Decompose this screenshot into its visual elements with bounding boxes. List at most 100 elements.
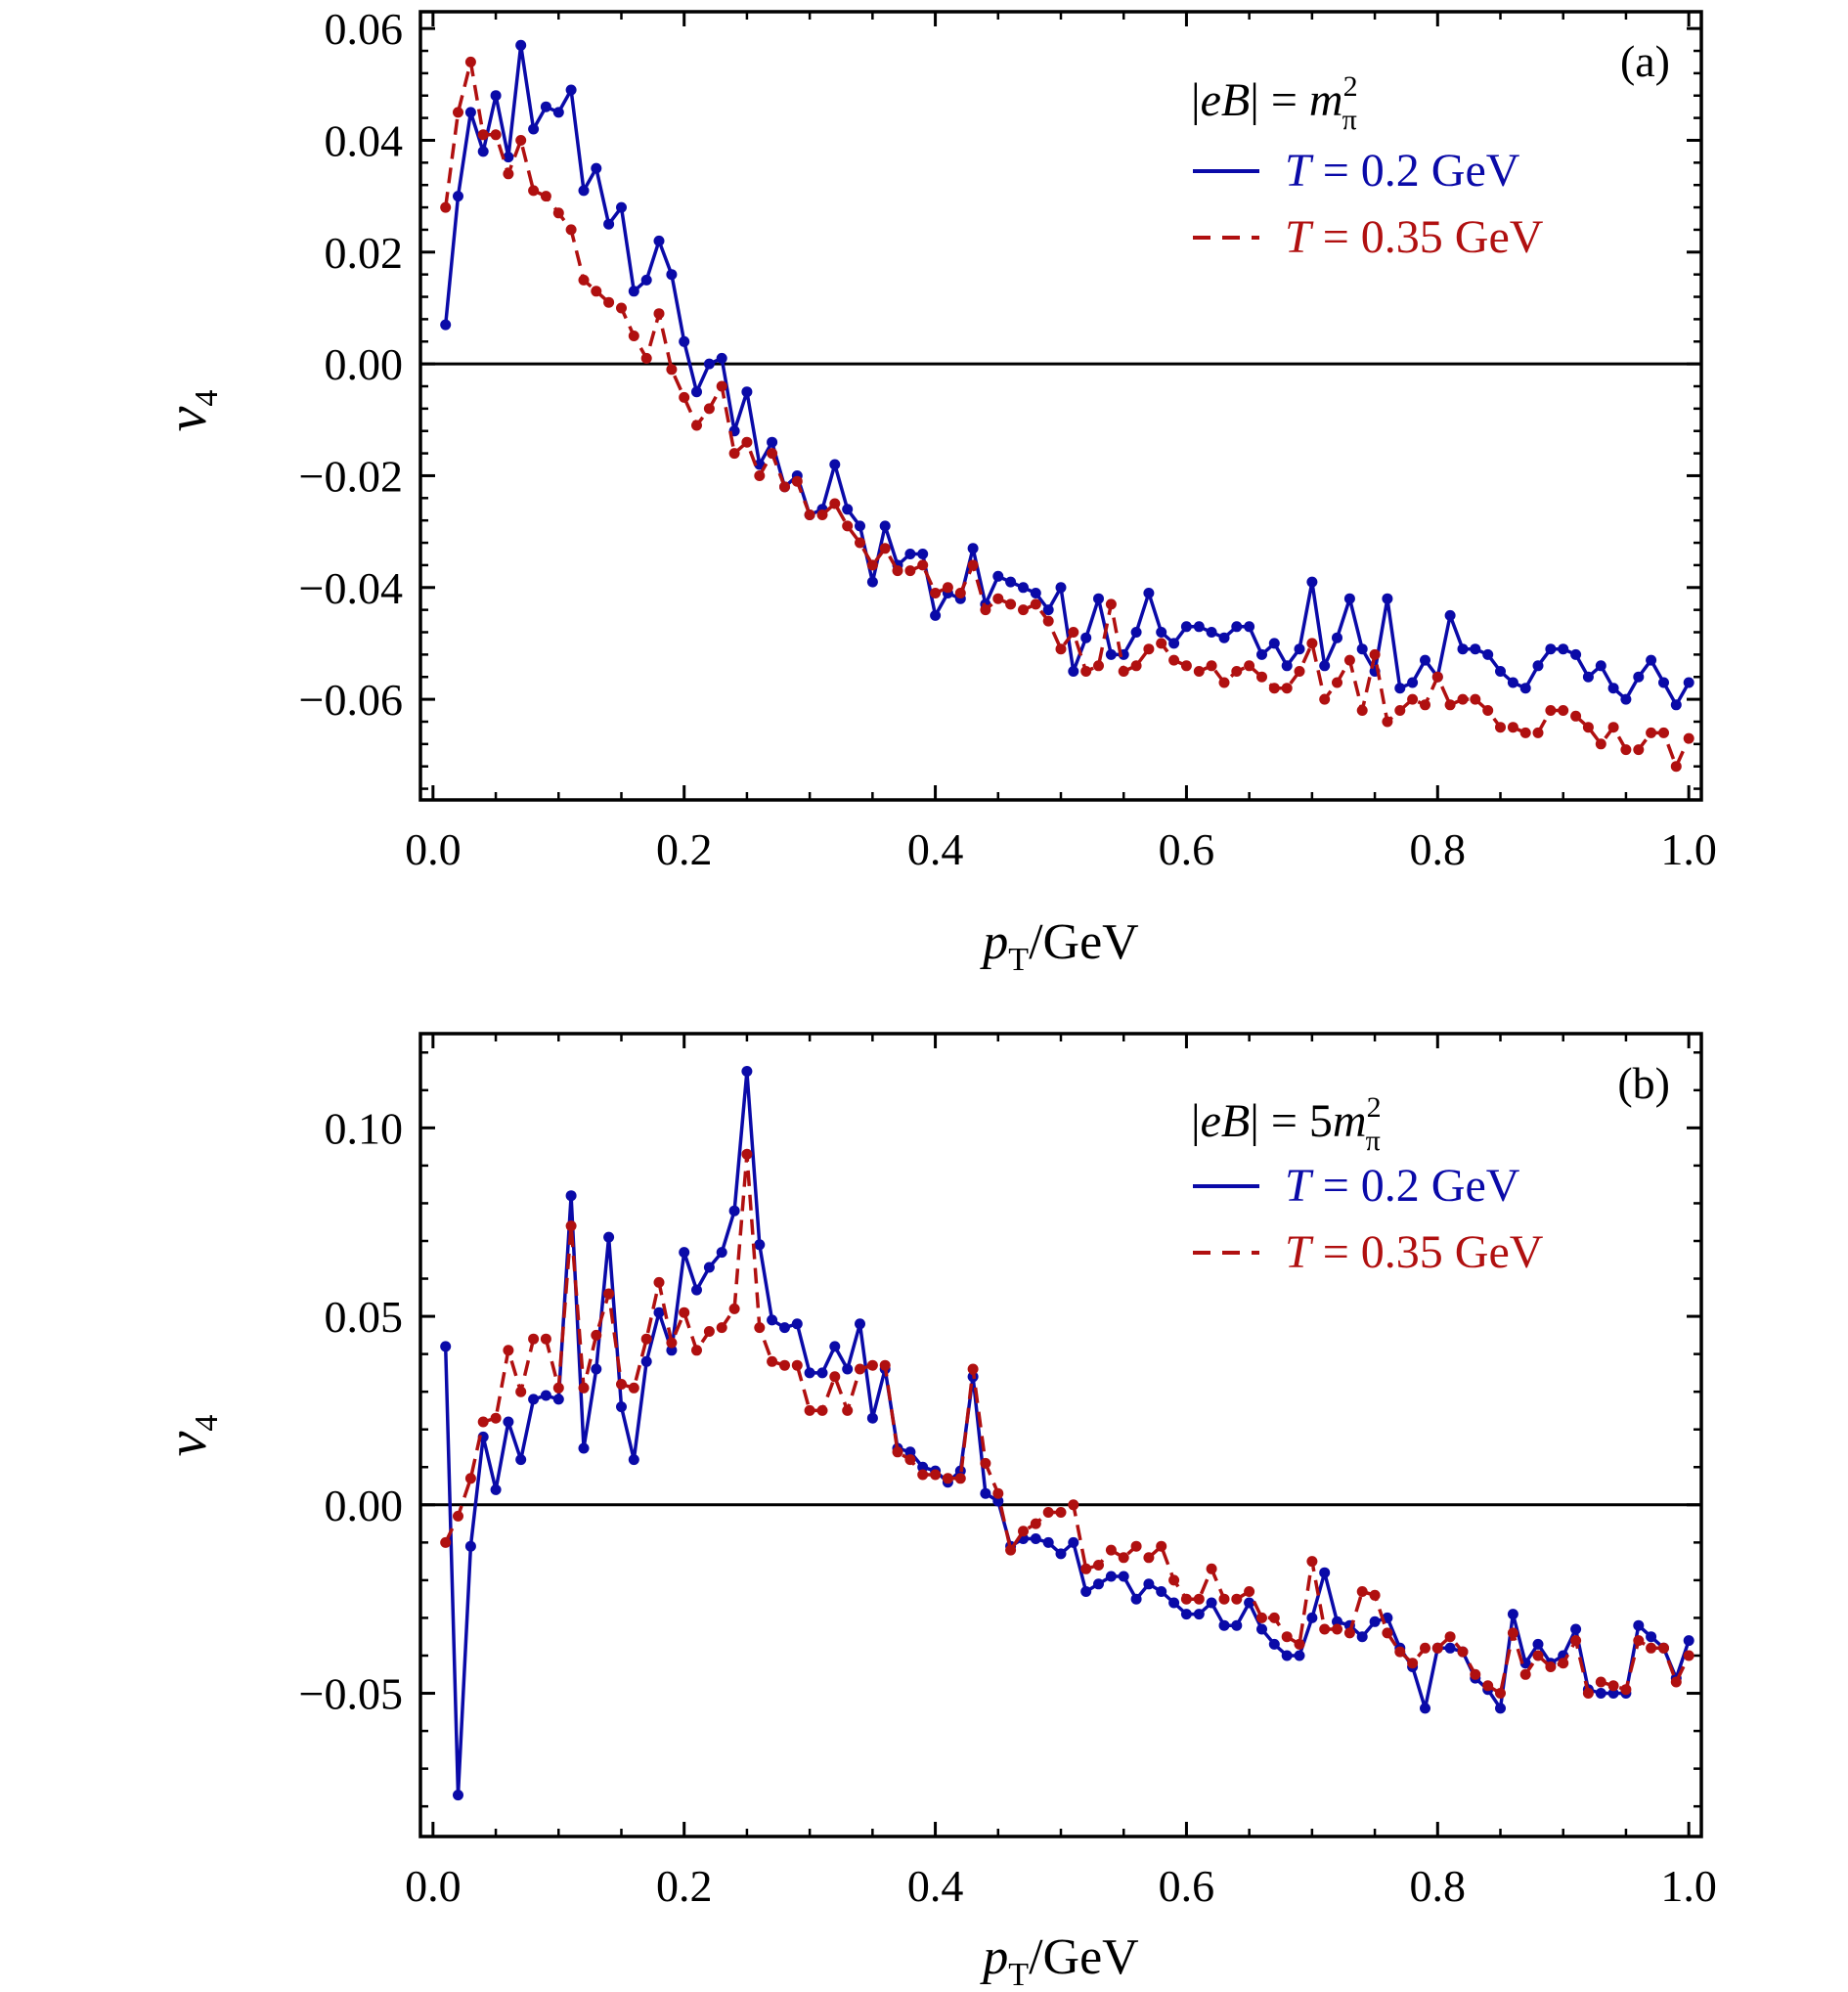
data-point bbox=[503, 1416, 514, 1428]
data-point bbox=[1281, 683, 1293, 694]
data-point bbox=[804, 509, 815, 520]
data-point bbox=[628, 331, 639, 341]
data-point bbox=[1168, 638, 1180, 649]
data-point bbox=[1670, 1676, 1682, 1688]
data-point bbox=[1030, 588, 1041, 598]
y-tick-label: 0.02 bbox=[325, 228, 404, 278]
data-point bbox=[1444, 1642, 1456, 1654]
data-point bbox=[1658, 1642, 1669, 1654]
data-point bbox=[1068, 627, 1079, 638]
data-point bbox=[1620, 744, 1632, 756]
data-point bbox=[917, 549, 929, 559]
data-point bbox=[1470, 693, 1481, 705]
data-point bbox=[1519, 1668, 1531, 1680]
data-point bbox=[1482, 705, 1494, 716]
data-point bbox=[1005, 1544, 1017, 1556]
data-point bbox=[1306, 1556, 1318, 1568]
data-point bbox=[1180, 660, 1192, 672]
data-point bbox=[1369, 648, 1381, 660]
data-point bbox=[464, 1540, 476, 1552]
data-point bbox=[1431, 1642, 1443, 1654]
data-point bbox=[1444, 1631, 1456, 1643]
data-point bbox=[1306, 1612, 1318, 1623]
data-point bbox=[1407, 1658, 1419, 1669]
data-point bbox=[816, 1367, 828, 1379]
data-point bbox=[515, 39, 527, 51]
data-point bbox=[1570, 1623, 1582, 1635]
data-point bbox=[1042, 604, 1054, 616]
data-point bbox=[453, 1790, 463, 1801]
data-point bbox=[942, 582, 953, 594]
data-point bbox=[716, 380, 727, 392]
data-point bbox=[1332, 677, 1342, 688]
data-point bbox=[791, 1318, 803, 1330]
data-point bbox=[640, 274, 652, 286]
data-point bbox=[1030, 598, 1041, 610]
data-point bbox=[728, 1205, 740, 1217]
data-point bbox=[1343, 1627, 1355, 1639]
x-tick-label: 0.4 bbox=[907, 824, 964, 874]
data-point bbox=[1420, 1703, 1430, 1714]
data-point bbox=[1256, 648, 1267, 660]
data-point bbox=[1218, 677, 1230, 688]
data-point bbox=[842, 1404, 854, 1416]
y-axis-title-main: v bbox=[154, 406, 218, 431]
data-point bbox=[691, 1284, 702, 1296]
data-point bbox=[1018, 1526, 1029, 1537]
panel-a: 0.0 0.2 0.4 0.6 0.8 1.0 0.06 0.04 0.02 0.00 −0.02 −… bbox=[154, 4, 1717, 978]
data-point bbox=[866, 576, 878, 588]
data-point bbox=[515, 135, 527, 146]
data-point bbox=[980, 1487, 991, 1499]
data-point bbox=[791, 475, 803, 487]
data-point bbox=[1042, 1507, 1054, 1518]
data-point bbox=[515, 1386, 527, 1397]
data-point bbox=[1294, 1650, 1305, 1661]
data-point bbox=[552, 207, 564, 219]
data-point bbox=[1005, 576, 1017, 588]
data-point bbox=[855, 1318, 865, 1330]
data-point bbox=[767, 436, 778, 448]
data-point bbox=[565, 224, 577, 236]
data-point bbox=[1495, 1703, 1506, 1714]
data-point bbox=[829, 1371, 841, 1383]
annotation-sub: π bbox=[1366, 1125, 1381, 1157]
data-point bbox=[1256, 671, 1267, 683]
data-point bbox=[628, 1454, 639, 1466]
x-axis-title-sub: T bbox=[1008, 1957, 1029, 1992]
data-point bbox=[842, 520, 854, 532]
data-point bbox=[1356, 1631, 1368, 1643]
data-point bbox=[1281, 660, 1293, 672]
data-point bbox=[464, 107, 476, 118]
annotation-rest: | = 5 bbox=[1250, 1095, 1333, 1147]
data-point bbox=[440, 319, 452, 331]
data-point bbox=[591, 1363, 602, 1375]
data-point bbox=[552, 107, 564, 118]
y-tick-label: −0.06 bbox=[299, 675, 403, 725]
data-point bbox=[917, 1469, 929, 1481]
data-point bbox=[1206, 627, 1217, 638]
data-point bbox=[565, 1190, 577, 1202]
data-point bbox=[855, 537, 865, 549]
data-point bbox=[1206, 1563, 1217, 1574]
data-point bbox=[703, 403, 715, 415]
data-point bbox=[1268, 638, 1280, 649]
data-point bbox=[741, 386, 753, 398]
data-point bbox=[640, 1355, 652, 1367]
data-point bbox=[1507, 1609, 1518, 1620]
data-point bbox=[930, 588, 942, 598]
data-point bbox=[728, 448, 740, 460]
data-point bbox=[1495, 666, 1506, 677]
y-tick-label: 0.00 bbox=[325, 339, 404, 389]
data-point bbox=[1343, 654, 1355, 666]
data-point bbox=[954, 588, 966, 598]
data-point bbox=[1256, 1623, 1267, 1635]
series-line-0 bbox=[443, 43, 1691, 707]
data-point bbox=[1382, 593, 1393, 604]
data-point bbox=[866, 559, 878, 571]
data-point bbox=[842, 1363, 854, 1375]
data-point bbox=[578, 1382, 590, 1394]
data-point bbox=[1394, 683, 1406, 694]
data-point bbox=[942, 1473, 953, 1484]
data-point bbox=[1231, 1593, 1243, 1605]
